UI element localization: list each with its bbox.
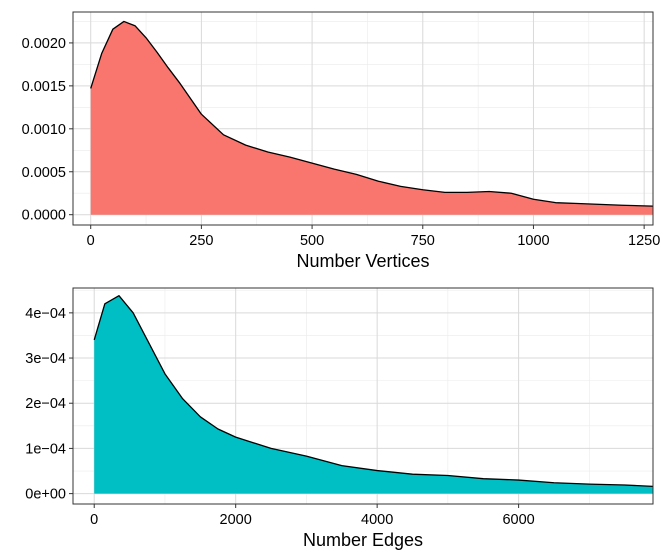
x-tick-label: 250	[189, 233, 213, 249]
density-area-vertices	[90, 21, 653, 215]
y-tick-label: 3e−04	[25, 351, 66, 367]
density-area-edges	[94, 295, 653, 494]
panel-border	[72, 287, 654, 505]
x-tick-label: 0	[90, 512, 98, 528]
y-tick-label: 4e−04	[25, 306, 66, 322]
x-axis-title: Number Vertices	[296, 251, 429, 271]
x-tick-label: 1000	[517, 233, 549, 249]
panel-border	[72, 11, 654, 226]
x-tick-label: 4000	[361, 512, 393, 528]
y-tick-label: 2e−04	[25, 396, 66, 412]
y-tick-label: 0.0005	[22, 165, 66, 181]
x-tick-label: 6000	[502, 512, 534, 528]
x-tick-label: 1250	[628, 233, 660, 249]
panel-edges: 0e+00 1e−04 2e−04 3e−04 4e−04 0 2000 4000 6000 Nu…	[25, 287, 654, 550]
y-tick-label: 0.0020	[22, 36, 66, 52]
x-tick-label: 0	[87, 233, 95, 249]
x-tick-label: 750	[411, 233, 435, 249]
y-tick-label: 0.0015	[22, 79, 66, 95]
y-tick-label: 0.0000	[22, 208, 66, 224]
y-tick-label: 0e+00	[25, 487, 66, 503]
y-tick-label: 0.0010	[22, 122, 66, 138]
density-line-edges	[93, 295, 653, 488]
x-tick-label: 500	[300, 233, 324, 249]
y-tick-label: 1e−04	[25, 441, 66, 457]
density-line-vertices	[90, 20, 653, 207]
x-axis-title: Number Edges	[303, 530, 423, 550]
panel-vertices: 0.0000 0.0005 0.0010 0.0015 0.0020 0 250 500 750…	[22, 11, 660, 271]
x-tick-label: 2000	[220, 512, 252, 528]
